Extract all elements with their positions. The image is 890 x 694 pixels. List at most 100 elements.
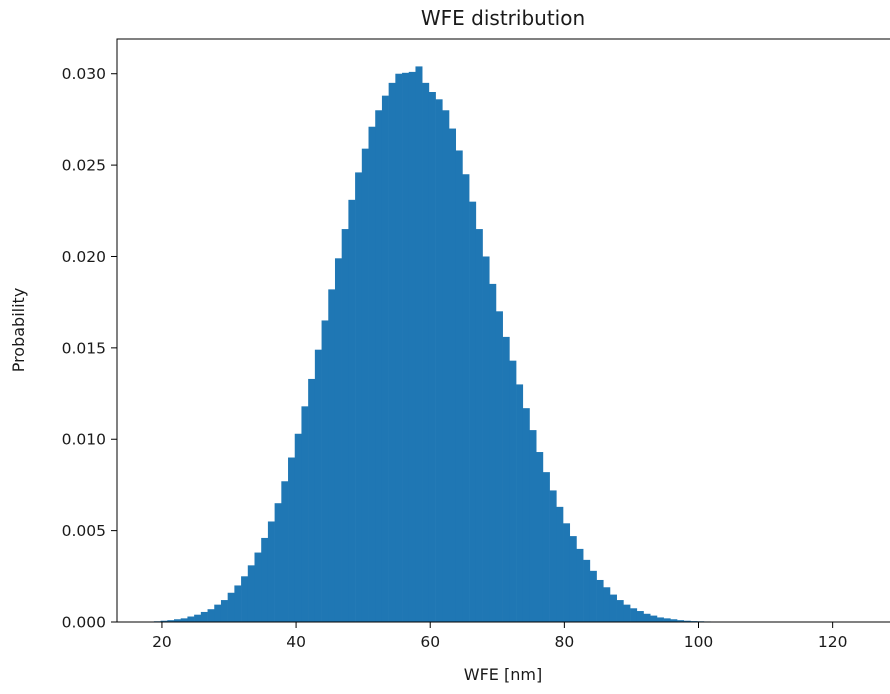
histogram-bar xyxy=(455,150,463,622)
histogram-bar xyxy=(475,229,483,622)
histogram-bar xyxy=(522,408,530,622)
x-axis-label: WFE [nm] xyxy=(464,665,542,684)
histogram-bar xyxy=(556,506,564,622)
histogram-bar xyxy=(670,619,678,622)
histogram-bar xyxy=(415,66,423,622)
y-tick-label: 0.030 xyxy=(62,65,106,83)
histogram-bar xyxy=(529,430,537,622)
histogram-bar xyxy=(234,585,242,622)
y-tick-label: 0.020 xyxy=(62,248,106,266)
histogram-bar xyxy=(482,256,490,622)
histogram-bar xyxy=(180,618,188,622)
histogram-bar xyxy=(469,201,477,623)
histogram-bar xyxy=(314,349,322,622)
histogram-bar xyxy=(683,620,691,622)
y-tick-label: 0.015 xyxy=(62,339,106,357)
y-tick-label: 0.005 xyxy=(62,522,106,540)
histogram-bar xyxy=(623,604,631,622)
histogram-bar xyxy=(381,95,389,623)
histogram-bar xyxy=(227,592,235,622)
histogram-bar xyxy=(160,620,168,622)
histogram-bar xyxy=(334,258,342,622)
histogram-bar xyxy=(274,503,282,622)
histogram-bar xyxy=(241,576,249,622)
histogram-bar xyxy=(308,378,316,622)
histogram-bar xyxy=(368,126,376,623)
histogram-bar xyxy=(589,570,597,622)
histogram-bar xyxy=(656,617,664,622)
histogram-bar xyxy=(194,614,202,622)
x-tick-label: 40 xyxy=(286,633,306,651)
histogram-bar xyxy=(643,613,651,622)
histogram-bar xyxy=(542,472,550,622)
histogram-bar xyxy=(361,148,369,623)
histogram-bar xyxy=(536,452,544,622)
histogram-bar xyxy=(328,289,336,622)
histogram-bar xyxy=(281,481,289,622)
histogram-bar xyxy=(449,128,457,622)
histogram-bar xyxy=(630,608,638,622)
x-axis-ticks: 20 40 60 80 100 120 xyxy=(152,622,847,651)
histogram-bar xyxy=(616,600,624,622)
histogram-bar xyxy=(609,594,617,622)
histogram-bar xyxy=(435,99,443,622)
y-axis-ticks: 0.000 0.005 0.010 0.015 0.020 0.025 0.030 xyxy=(62,65,117,632)
histogram-bar xyxy=(341,229,349,622)
y-axis-label: Probability xyxy=(9,288,28,373)
histogram-bar xyxy=(288,457,296,622)
histogram-bar xyxy=(509,360,517,622)
histogram-bar xyxy=(603,587,611,622)
x-tick-label: 20 xyxy=(152,633,172,651)
histogram-bar xyxy=(200,611,208,622)
histogram-bar xyxy=(395,73,403,623)
histogram-bar xyxy=(355,172,363,622)
histogram-bar xyxy=(502,336,510,622)
histogram-bar xyxy=(576,548,584,622)
histogram-bar xyxy=(321,320,329,622)
histogram-bar xyxy=(650,615,658,622)
histogram-bar xyxy=(495,311,503,622)
histogram-bar xyxy=(261,537,269,622)
histogram-bar xyxy=(247,565,255,622)
x-tick-label: 60 xyxy=(420,633,440,651)
histogram-bar xyxy=(174,619,182,622)
histogram-bar xyxy=(254,552,262,622)
histogram-bar xyxy=(220,600,228,622)
histogram-bar xyxy=(428,92,436,622)
y-tick-label: 0.010 xyxy=(62,431,106,449)
histogram-bar xyxy=(663,618,671,622)
x-tick-label: 80 xyxy=(554,633,574,651)
histogram-bar xyxy=(408,71,416,623)
histogram-bar xyxy=(516,384,524,622)
histogram-bar xyxy=(294,433,302,622)
histogram-bar xyxy=(167,620,175,622)
histogram-bar xyxy=(388,82,396,623)
histogram-bar xyxy=(301,406,309,622)
histogram-bars xyxy=(147,66,819,623)
histogram-bar xyxy=(462,174,470,622)
histogram-bar xyxy=(207,609,215,622)
y-tick-label: 0.025 xyxy=(62,157,106,175)
histogram-bar xyxy=(375,110,383,622)
y-tick-label: 0.000 xyxy=(62,614,106,632)
histogram-bar xyxy=(583,559,591,622)
histogram-bar xyxy=(422,82,430,623)
histogram-bar xyxy=(489,283,497,622)
histogram-bar xyxy=(677,620,685,622)
histogram-bar xyxy=(563,523,571,622)
histogram-bar xyxy=(596,579,604,622)
histogram-bar xyxy=(442,110,450,622)
histogram-bar xyxy=(402,72,410,622)
histogram-bar xyxy=(267,521,275,622)
histogram-bar xyxy=(636,611,644,622)
histogram-bar xyxy=(187,616,195,622)
histogram-bar xyxy=(348,199,356,623)
x-tick-label: 120 xyxy=(818,633,848,651)
histogram-bar xyxy=(569,536,577,622)
chart-title: WFE distribution xyxy=(421,6,585,30)
histogram-bar xyxy=(549,490,557,622)
histogram-bar xyxy=(214,604,222,622)
x-tick-label: 100 xyxy=(684,633,714,651)
plot-frame xyxy=(116,38,890,623)
